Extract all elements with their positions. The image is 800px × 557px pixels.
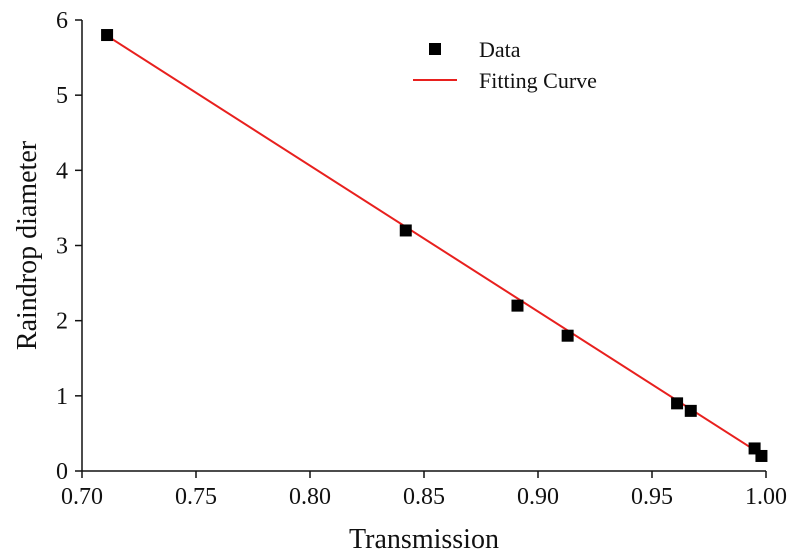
x-tick-label: 0.75 [175, 484, 217, 510]
x-tick-label: 0.85 [403, 484, 445, 510]
legend: Data Fitting Curve [413, 37, 597, 93]
legend-label-data: Data [479, 37, 521, 62]
x-tick-label: 1.00 [745, 484, 787, 510]
fitting-curve-layer [106, 34, 762, 456]
x-tick-label: 0.80 [289, 484, 331, 510]
y-tick-label: 5 [56, 83, 68, 109]
x-tick-label: 0.90 [517, 484, 559, 510]
legend-label-fit: Fitting Curve [479, 68, 597, 93]
data-point [511, 299, 524, 312]
data-point [755, 449, 768, 462]
legend-marker-data [429, 43, 441, 55]
x-axis-title: Transmission [349, 524, 499, 555]
y-tick-label: 1 [56, 384, 68, 410]
data-points-layer [101, 29, 768, 462]
y-axis-title: Raindrop diameter [12, 140, 43, 350]
data-point [101, 29, 114, 42]
x-tick-label: 0.70 [61, 484, 103, 510]
y-tick-label: 3 [56, 234, 68, 260]
fitting-curve-line [106, 34, 762, 456]
data-point [561, 329, 574, 342]
x-tick-label: 0.95 [631, 484, 673, 510]
y-tick-label: 2 [56, 309, 68, 335]
data-point [671, 397, 684, 410]
data-point [684, 404, 697, 417]
data-point [399, 224, 412, 237]
y-tick-label: 6 [56, 8, 68, 34]
y-tick-label: 0 [56, 459, 68, 485]
y-tick-label: 4 [56, 158, 68, 184]
axes: 0.70 0.75 0.80 0.85 0.90 0.95 1.00 0 1 2 3 4 5 6 Trans… [12, 8, 787, 555]
